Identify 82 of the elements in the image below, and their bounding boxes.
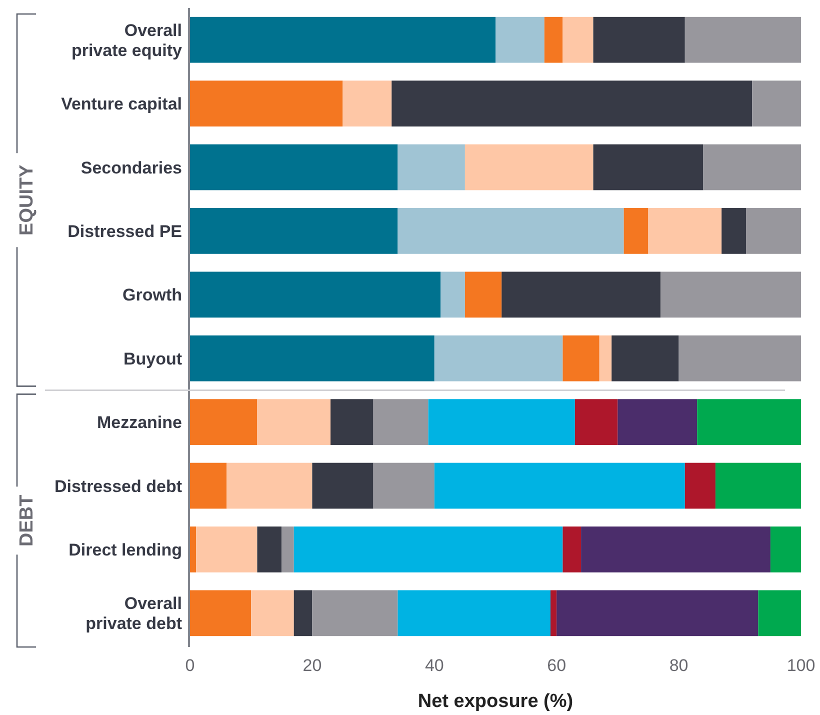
bar xyxy=(678,335,801,382)
bar xyxy=(190,272,441,318)
bar xyxy=(257,399,331,445)
text: DEBT xyxy=(16,494,38,546)
y-tick-label: Overall private debt xyxy=(86,594,182,633)
bar xyxy=(599,335,612,382)
x-tick-label: 40 xyxy=(424,656,444,675)
bar xyxy=(464,272,502,318)
bar xyxy=(190,399,258,445)
y-tick-label: Distressed PE xyxy=(68,221,182,240)
bar xyxy=(342,80,392,126)
bar xyxy=(398,208,624,254)
bar xyxy=(373,462,434,509)
bar xyxy=(496,16,544,63)
bar xyxy=(562,526,582,572)
bar xyxy=(722,208,746,254)
y-tick-label: Overall private equity xyxy=(71,20,183,60)
bar xyxy=(648,208,722,254)
bar xyxy=(562,16,594,63)
bar xyxy=(550,590,557,636)
bar xyxy=(562,335,600,382)
bar xyxy=(758,590,801,636)
bar xyxy=(190,335,434,382)
bar xyxy=(556,590,758,636)
y-tick-label: Secondaries xyxy=(80,158,182,177)
bar xyxy=(593,16,685,63)
bar xyxy=(294,526,563,572)
bar xyxy=(684,462,716,509)
bar xyxy=(190,208,398,254)
bar xyxy=(544,16,563,63)
bar xyxy=(746,208,801,254)
x-tick-label: 60 xyxy=(547,656,566,675)
y-tick-label: Distressed debt xyxy=(54,476,182,496)
bar xyxy=(434,335,563,382)
x-tick-label: 0 xyxy=(185,656,195,675)
bar xyxy=(684,16,801,63)
bar xyxy=(660,272,801,318)
bar xyxy=(502,272,660,318)
bar xyxy=(581,526,770,572)
bar xyxy=(398,144,465,190)
bar xyxy=(428,399,575,445)
bar xyxy=(703,144,801,190)
bar xyxy=(373,399,428,445)
bar xyxy=(434,462,685,509)
bar xyxy=(593,144,704,190)
bar xyxy=(190,462,227,509)
y-tick-label: Buyout xyxy=(123,348,182,368)
x-tick-label: 20 xyxy=(302,656,322,675)
bar xyxy=(196,526,258,572)
y-tick-label: Direct lending xyxy=(68,540,182,559)
bar xyxy=(190,16,496,63)
bar xyxy=(440,272,465,318)
bar xyxy=(312,590,398,636)
bar xyxy=(330,399,374,445)
bar xyxy=(715,462,801,509)
bar xyxy=(312,462,374,509)
bar xyxy=(226,462,312,509)
bar xyxy=(190,526,196,572)
bar xyxy=(464,144,594,190)
y-tick-label: Venture capital xyxy=(61,94,182,114)
x-axis-title: Net exposure (%) xyxy=(418,691,574,712)
bar xyxy=(398,590,550,636)
bar xyxy=(574,399,618,445)
bar xyxy=(624,208,648,254)
bar xyxy=(190,80,343,126)
bar xyxy=(190,144,398,190)
bar xyxy=(618,399,698,445)
y-tick-label: Mezzanine xyxy=(96,412,182,432)
bar xyxy=(697,399,801,445)
bar xyxy=(752,80,801,126)
bar xyxy=(294,590,312,636)
bar xyxy=(282,526,294,572)
bar xyxy=(612,335,679,382)
x-tick-label: 100 xyxy=(786,656,816,675)
bar xyxy=(392,80,752,126)
y-tick-label: Growth xyxy=(122,285,182,304)
text: EQUITY xyxy=(16,164,38,236)
bar xyxy=(251,590,294,636)
x-tick-label: 80 xyxy=(669,656,688,675)
bar xyxy=(190,590,252,636)
bar xyxy=(257,526,282,572)
bar xyxy=(770,526,801,572)
